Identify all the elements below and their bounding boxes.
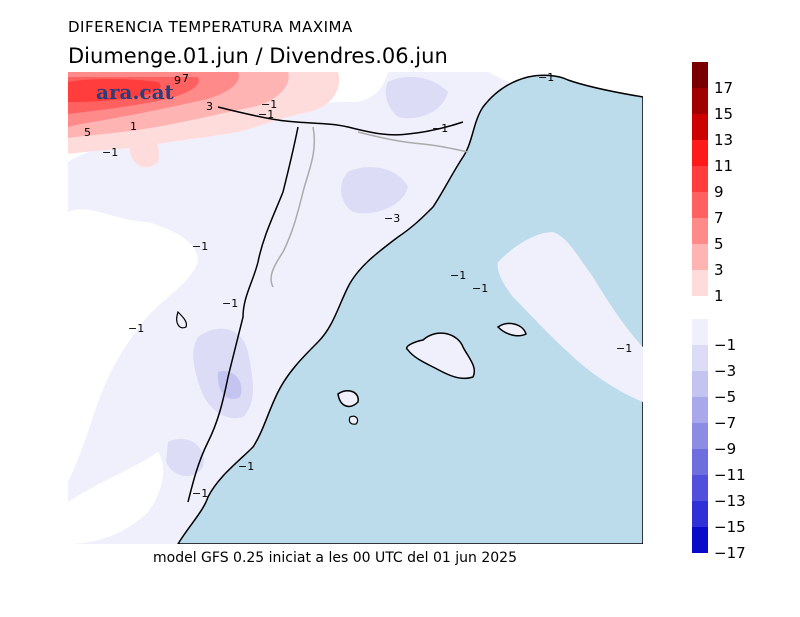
legend-positive-swatch: [692, 88, 708, 114]
legend-negative-label: −7: [714, 414, 737, 432]
legend-positive-swatch: [692, 192, 708, 218]
zero-band-west: [68, 209, 198, 482]
legend-negative-swatch: [692, 475, 708, 501]
contour-labels: 9 7 3 −1 −1 5 1 −1 −1 −1 −3 −1 −1 −1 −1 …: [84, 72, 632, 500]
island-mallorca: [406, 332, 475, 379]
legend-negative-swatch: [692, 397, 708, 423]
model-info-footer: model GFS 0.25 iniciat a les 00 UTC del …: [153, 550, 517, 566]
warm-area-9: [68, 79, 161, 102]
legend-negative-swatch: [692, 449, 708, 475]
legend-positive-swatch: [692, 270, 708, 296]
island-formentera: [348, 415, 359, 425]
region-boundary: [270, 126, 316, 288]
legend-positive-swatch: [692, 140, 708, 166]
map-title: DIFERENCIA TEMPERATURA MAXIMA: [68, 18, 353, 36]
legend-positive-label: 11: [714, 157, 734, 175]
legend-negative-swatch: [692, 345, 708, 371]
legend-negative-label: −15: [714, 518, 746, 536]
contour-label: −1: [192, 240, 208, 253]
northeast-land: [497, 232, 643, 402]
legend-negative-label: −13: [714, 492, 746, 510]
legend-positive-label: 15: [714, 105, 734, 123]
contour-label: 3: [206, 100, 213, 113]
legend-positive-swatch: [692, 244, 708, 270]
cold-patch-east: [341, 167, 408, 214]
contour-label: 7: [182, 72, 189, 85]
watermark-logo: ara.cat: [96, 80, 175, 104]
legend-positive-label: 13: [714, 131, 734, 149]
temperature-difference-map: 9 7 3 −1 −1 5 1 −1 −1 −1 −3 −1 −1 −1 −1 …: [68, 72, 643, 544]
contour-label: −1: [538, 72, 554, 84]
map-subtitle: Diumenge.01.jun / Divendres.06.jun: [68, 44, 448, 68]
legend-positive-label: 7: [714, 209, 724, 227]
legend-negative-swatch: [692, 527, 708, 553]
contour-label: −1: [102, 146, 118, 159]
contour-label: 5: [84, 126, 91, 139]
legend-negative-swatch: [692, 371, 708, 397]
border-line-2: [187, 126, 299, 503]
contour-label: −1: [238, 460, 254, 473]
cold-patch-pyrenees: [385, 76, 448, 119]
legend-positive-label: 17: [714, 79, 734, 97]
contour-label: −1: [450, 269, 466, 282]
zero-band-south: [68, 452, 164, 544]
contour-label: −1: [261, 98, 277, 111]
balearic-islands: [337, 322, 527, 425]
legend-positive-label: 3: [714, 261, 724, 279]
legend-positive-swatch: [692, 166, 708, 192]
island-menorca: [496, 322, 527, 337]
legend-negative-label: −11: [714, 466, 746, 484]
legend-negative-label: −5: [714, 388, 737, 406]
legend-positive-swatch: [692, 114, 708, 140]
region-boundary-2: [357, 131, 469, 153]
legend-negative-label: −17: [714, 544, 746, 562]
legend-negative-swatch: [692, 423, 708, 449]
legend-negative-label: −9: [714, 440, 737, 458]
legend-positive-swatch: [692, 218, 708, 244]
legend-positive-swatch: [692, 62, 708, 88]
legend-negative-swatch: [692, 501, 708, 527]
cold-patch-valencia: [217, 371, 242, 400]
contour-label: 1: [130, 120, 137, 133]
contour-label: −1: [616, 342, 632, 355]
contour-label: −1: [432, 122, 448, 135]
border-line-3: [176, 310, 188, 329]
legend-negative-label: −1: [714, 336, 737, 354]
contour-label: −1: [128, 322, 144, 335]
contour-label: −1: [192, 487, 208, 500]
contour-label: −3: [384, 212, 400, 225]
warm-area-1b: [128, 131, 159, 168]
contour-label: −1: [258, 108, 274, 121]
contour-label: −1: [472, 282, 488, 295]
sea-area: [177, 74, 643, 544]
contour-label: 9: [174, 74, 181, 87]
island-ibiza: [337, 390, 359, 408]
legend-positive-label: 9: [714, 183, 724, 201]
contour-label: −1: [222, 297, 238, 310]
legend-positive-label: 1: [714, 287, 724, 305]
cold-patch-south: [166, 438, 204, 477]
legend-negative-swatch: [692, 319, 708, 345]
legend-positive-label: 5: [714, 235, 724, 253]
border-line-1: [217, 106, 464, 136]
legend-negative-label: −3: [714, 362, 737, 380]
